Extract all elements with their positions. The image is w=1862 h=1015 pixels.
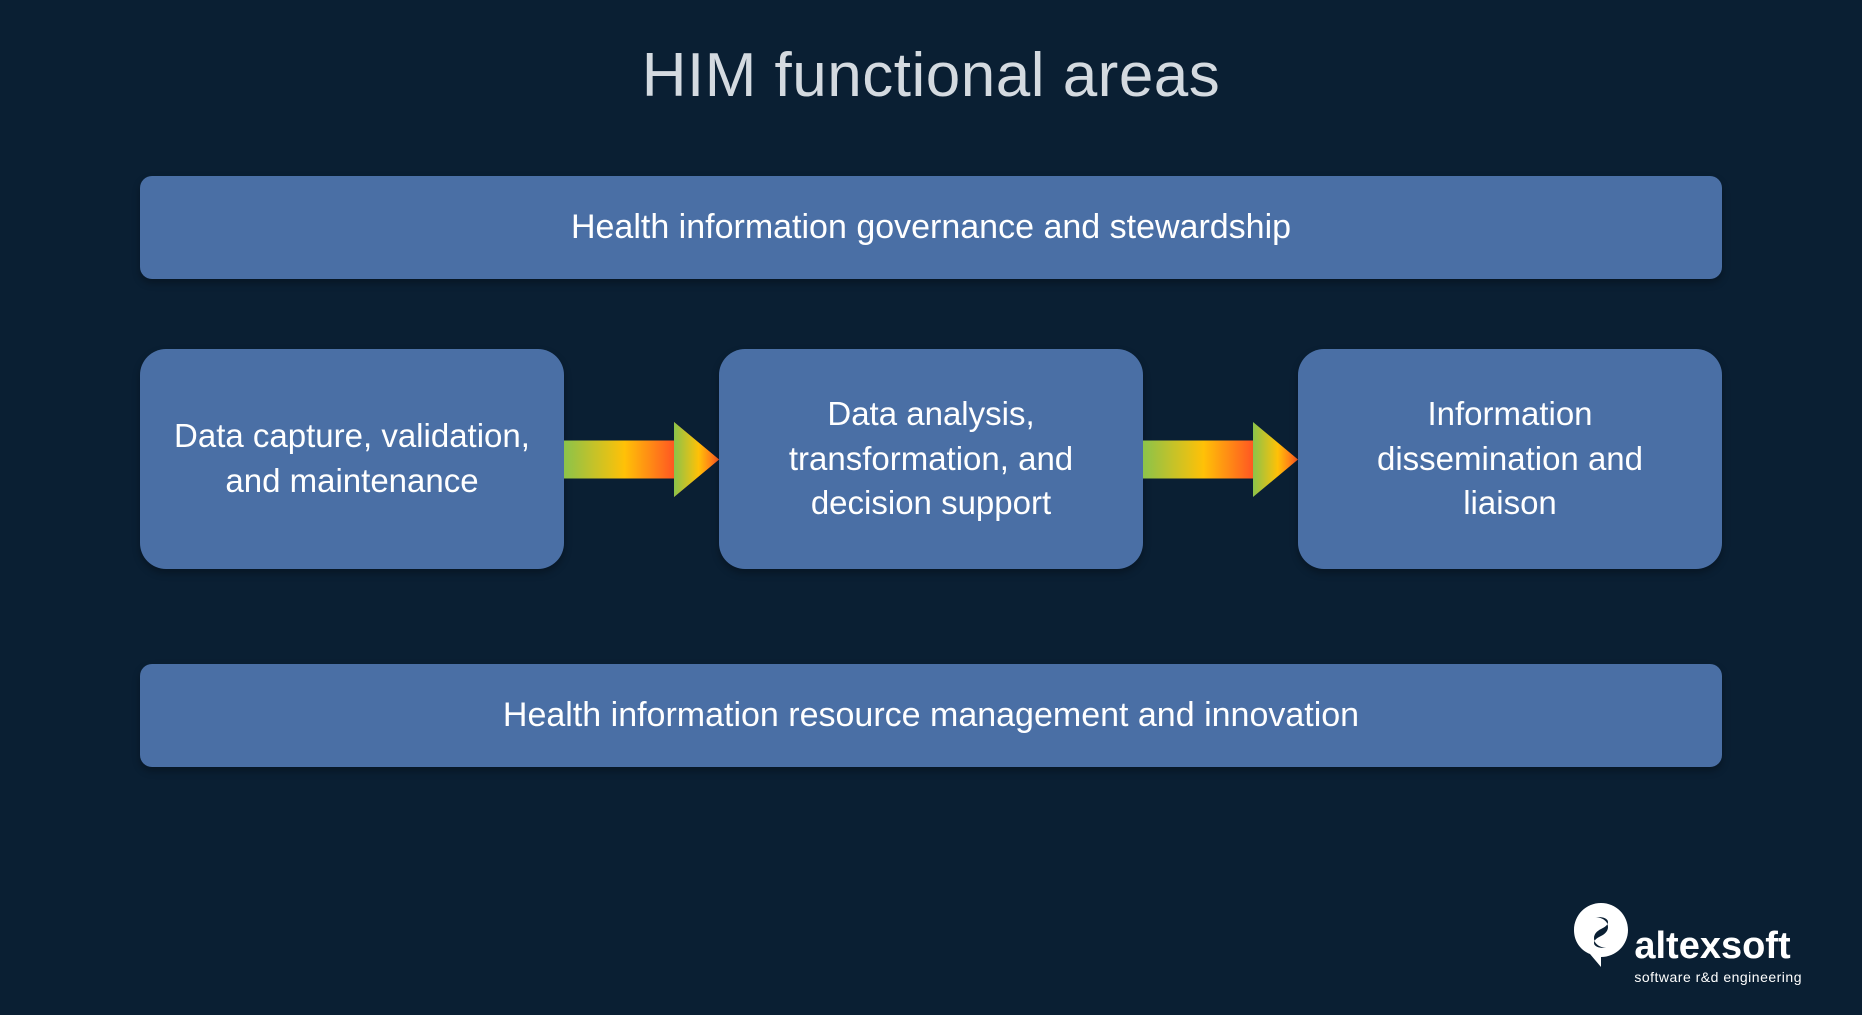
box-data-analysis: Data analysis, transformation, and decis… [719,349,1143,569]
logo-tagline: software r&d engineering [1634,969,1802,985]
box-data-capture: Data capture, validation, and maintenanc… [140,349,564,569]
middle-row: Data capture, validation, and maintenanc… [140,349,1722,569]
box-information-dissemination: Information dissemination and liaison [1298,349,1722,569]
logo-name: altexsoft [1634,927,1790,965]
bottom-bar: Health information resource management a… [140,664,1722,767]
page-title: HIM functional areas [0,0,1862,111]
logo: altexsoft software r&d engineering [1574,903,1802,985]
arrow-2 [1143,422,1298,497]
diagram-container: Health information governance and stewar… [0,176,1862,767]
logo-icon [1574,903,1628,967]
top-bar: Health information governance and stewar… [140,176,1722,279]
arrow-1 [564,422,719,497]
